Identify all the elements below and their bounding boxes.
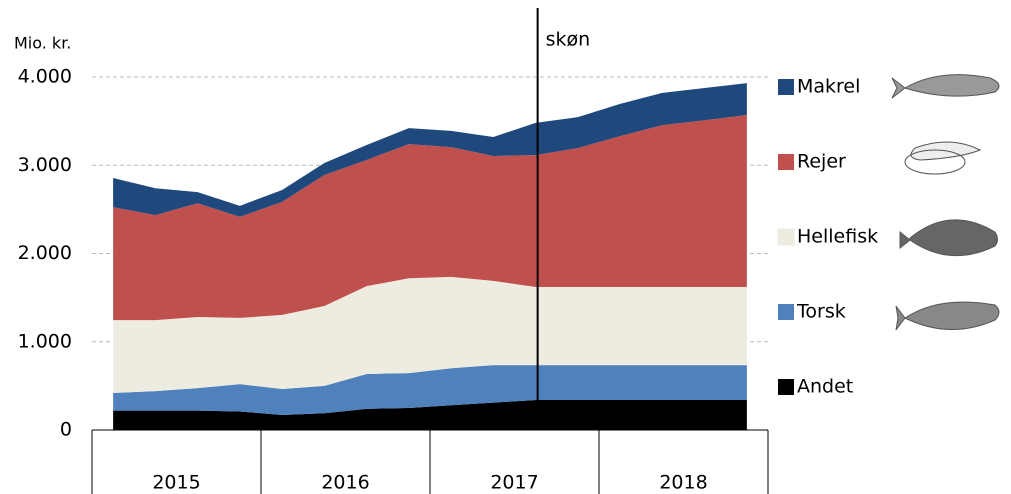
legend-label: Rejer <box>797 151 846 173</box>
legend-label: Hellefisk <box>797 226 878 248</box>
y-tick-label: 1.000 <box>18 330 72 352</box>
legend-label: Torsk <box>796 301 846 323</box>
legend-label: Makrel <box>797 76 860 98</box>
chart: Mio. kr. 0 1.000 2.000 3.000 4.000 2015 2016 20… <box>0 0 1011 494</box>
x-group-label: 2018 <box>659 472 707 494</box>
y-tick-label: 4.000 <box>18 66 72 88</box>
legend-label: Andet <box>797 376 853 398</box>
legend-swatch <box>778 154 794 170</box>
x-group-label: 2016 <box>321 472 369 494</box>
y-tick-label: 3.000 <box>18 154 72 176</box>
x-group-label: 2015 <box>152 472 200 494</box>
y-tick-label: 0 <box>60 419 72 441</box>
legend-swatch <box>778 304 794 320</box>
legend-swatch <box>778 79 794 95</box>
fish-icons <box>892 75 999 330</box>
y-axis-label: Mio. kr. <box>14 34 71 53</box>
legend-swatch <box>778 229 794 245</box>
x-group-label: 2017 <box>490 472 538 494</box>
annotation: skøn <box>546 29 591 51</box>
legend-swatch <box>778 379 794 395</box>
y-tick-label: 2.000 <box>18 242 72 264</box>
